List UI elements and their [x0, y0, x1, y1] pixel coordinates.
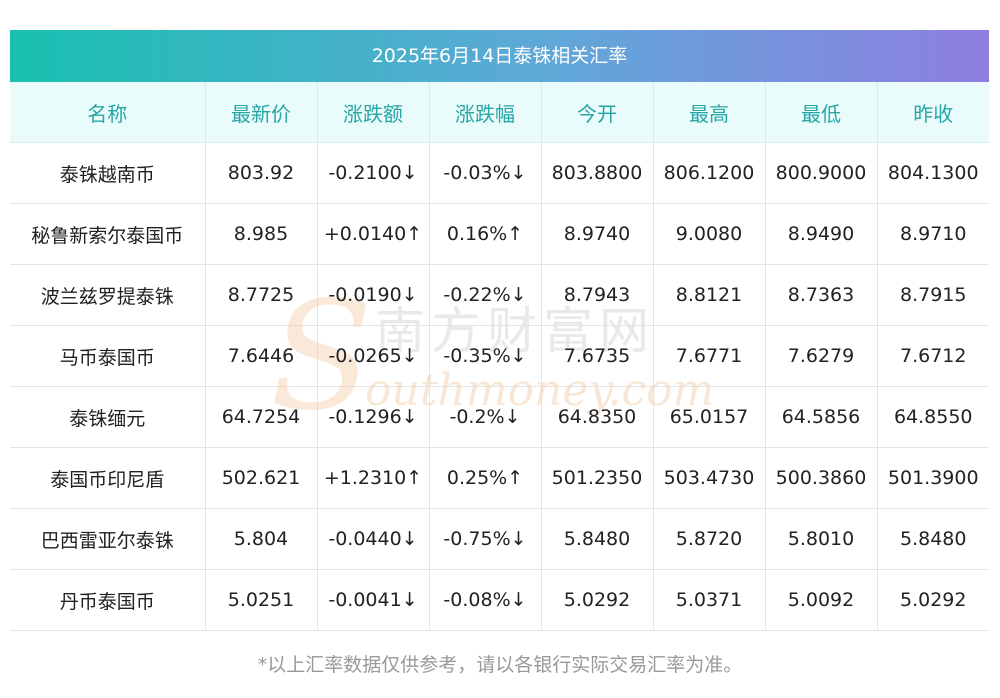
low-price: 8.9490	[765, 203, 878, 265]
open-price: 5.8480	[541, 508, 654, 570]
prev-close-price: 501.3900	[877, 447, 989, 509]
change-amount: +1.2310↑	[317, 447, 430, 509]
change-amount: -0.0041↓	[317, 569, 430, 631]
change-amount: -0.0190↓	[317, 264, 430, 326]
pair-name: 波兰兹罗提泰铢	[10, 264, 206, 326]
low-price: 5.8010	[765, 508, 878, 570]
table-row: 马币泰国币 7.6446 -0.0265↓ -0.35%↓ 7.6735 7.6771 7.…	[10, 325, 989, 387]
latest-price: 502.621	[205, 447, 318, 509]
high-price: 65.0157	[653, 386, 766, 448]
prev-close-price: 8.9710	[877, 203, 989, 265]
table-body: 泰铢越南币 803.92 -0.2100↓ -0.03%↓ 803.8800 806.12…	[10, 142, 989, 631]
low-price: 500.3860	[765, 447, 878, 509]
prev-close-price: 804.1300	[877, 142, 989, 204]
change-percent: -0.2%↓	[429, 386, 542, 448]
high-price: 5.0371	[653, 569, 766, 631]
table-row: 丹币泰国币 5.0251 -0.0041↓ -0.08%↓ 5.0292 5.0371 5.…	[10, 569, 989, 631]
open-price: 64.8350	[541, 386, 654, 448]
latest-price: 5.804	[205, 508, 318, 570]
high-price: 8.8121	[653, 264, 766, 326]
pair-name: 马币泰国币	[10, 325, 206, 387]
col-header-name: 名称	[10, 82, 206, 143]
open-price: 7.6735	[541, 325, 654, 387]
open-price: 501.2350	[541, 447, 654, 509]
open-price: 8.7943	[541, 264, 654, 326]
change-percent: -0.75%↓	[429, 508, 542, 570]
prev-close-price: 8.7915	[877, 264, 989, 326]
pair-name: 巴西雷亚尔泰铢	[10, 508, 206, 570]
table-row: 波兰兹罗提泰铢 8.7725 -0.0190↓ -0.22%↓ 8.7943 8.8121…	[10, 264, 989, 326]
change-amount: -0.0265↓	[317, 325, 430, 387]
change-percent: 0.25%↑	[429, 447, 542, 509]
change-percent: 0.16%↑	[429, 203, 542, 265]
high-price: 806.1200	[653, 142, 766, 204]
change-percent: -0.08%↓	[429, 569, 542, 631]
low-price: 8.7363	[765, 264, 878, 326]
change-percent: -0.03%↓	[429, 142, 542, 204]
low-price: 7.6279	[765, 325, 878, 387]
rates-table: 名称 最新价 涨跌额 涨跌幅 今开 最高 最低 昨收 泰铢越南币 803.92 -0…	[10, 82, 989, 631]
col-header-low: 最低	[765, 82, 878, 143]
pair-name: 泰铢缅元	[10, 386, 206, 448]
change-percent: -0.22%↓	[429, 264, 542, 326]
open-price: 8.9740	[541, 203, 654, 265]
open-price: 5.0292	[541, 569, 654, 631]
table-row: 巴西雷亚尔泰铢 5.804 -0.0440↓ -0.75%↓ 5.8480 5.8720 5…	[10, 508, 989, 570]
latest-price: 7.6446	[205, 325, 318, 387]
change-amount: -0.1296↓	[317, 386, 430, 448]
table-title: 2025年6月14日泰铢相关汇率	[10, 30, 989, 82]
col-header-high: 最高	[653, 82, 766, 143]
disclaimer-footnote: *以上汇率数据仅供参考，请以各银行实际交易汇率为准。	[257, 654, 743, 676]
latest-price: 5.0251	[205, 569, 318, 631]
table-row: 秘鲁新索尔泰国币 8.985 +0.0140↑ 0.16%↑ 8.9740 9.0080 8…	[10, 203, 989, 265]
low-price: 5.0092	[765, 569, 878, 631]
header-row: 名称 最新价 涨跌额 涨跌幅 今开 最高 最低 昨收	[10, 82, 989, 143]
prev-close-price: 7.6712	[877, 325, 989, 387]
table-row: 泰铢缅元 64.7254 -0.1296↓ -0.2%↓ 64.8350 65.0157 6…	[10, 386, 989, 448]
change-percent: -0.35%↓	[429, 325, 542, 387]
change-amount: -0.0440↓	[317, 508, 430, 570]
change-amount: +0.0140↑	[317, 203, 430, 265]
col-header-prev-close: 昨收	[877, 82, 989, 143]
table-row: 泰铢越南币 803.92 -0.2100↓ -0.03%↓ 803.8800 806.12…	[10, 142, 989, 204]
high-price: 9.0080	[653, 203, 766, 265]
pair-name: 泰国币印尼盾	[10, 447, 206, 509]
change-amount: -0.2100↓	[317, 142, 430, 204]
col-header-change: 涨跌额	[317, 82, 430, 143]
latest-price: 64.7254	[205, 386, 318, 448]
latest-price: 8.7725	[205, 264, 318, 326]
col-header-open: 今开	[541, 82, 654, 143]
high-price: 503.4730	[653, 447, 766, 509]
prev-close-price: 64.8550	[877, 386, 989, 448]
pair-name: 丹币泰国币	[10, 569, 206, 631]
prev-close-price: 5.8480	[877, 508, 989, 570]
low-price: 64.5856	[765, 386, 878, 448]
open-price: 803.8800	[541, 142, 654, 204]
high-price: 5.8720	[653, 508, 766, 570]
high-price: 7.6771	[653, 325, 766, 387]
col-header-latest: 最新价	[205, 82, 318, 143]
pair-name: 泰铢越南币	[10, 142, 206, 204]
latest-price: 803.92	[205, 142, 318, 204]
table-row: 泰国币印尼盾 502.621 +1.2310↑ 0.25%↑ 501.2350 503.4…	[10, 447, 989, 509]
prev-close-price: 5.0292	[877, 569, 989, 631]
col-header-change-pct: 涨跌幅	[429, 82, 542, 143]
low-price: 800.9000	[765, 142, 878, 204]
pair-name: 秘鲁新索尔泰国币	[10, 203, 206, 265]
latest-price: 8.985	[205, 203, 318, 265]
